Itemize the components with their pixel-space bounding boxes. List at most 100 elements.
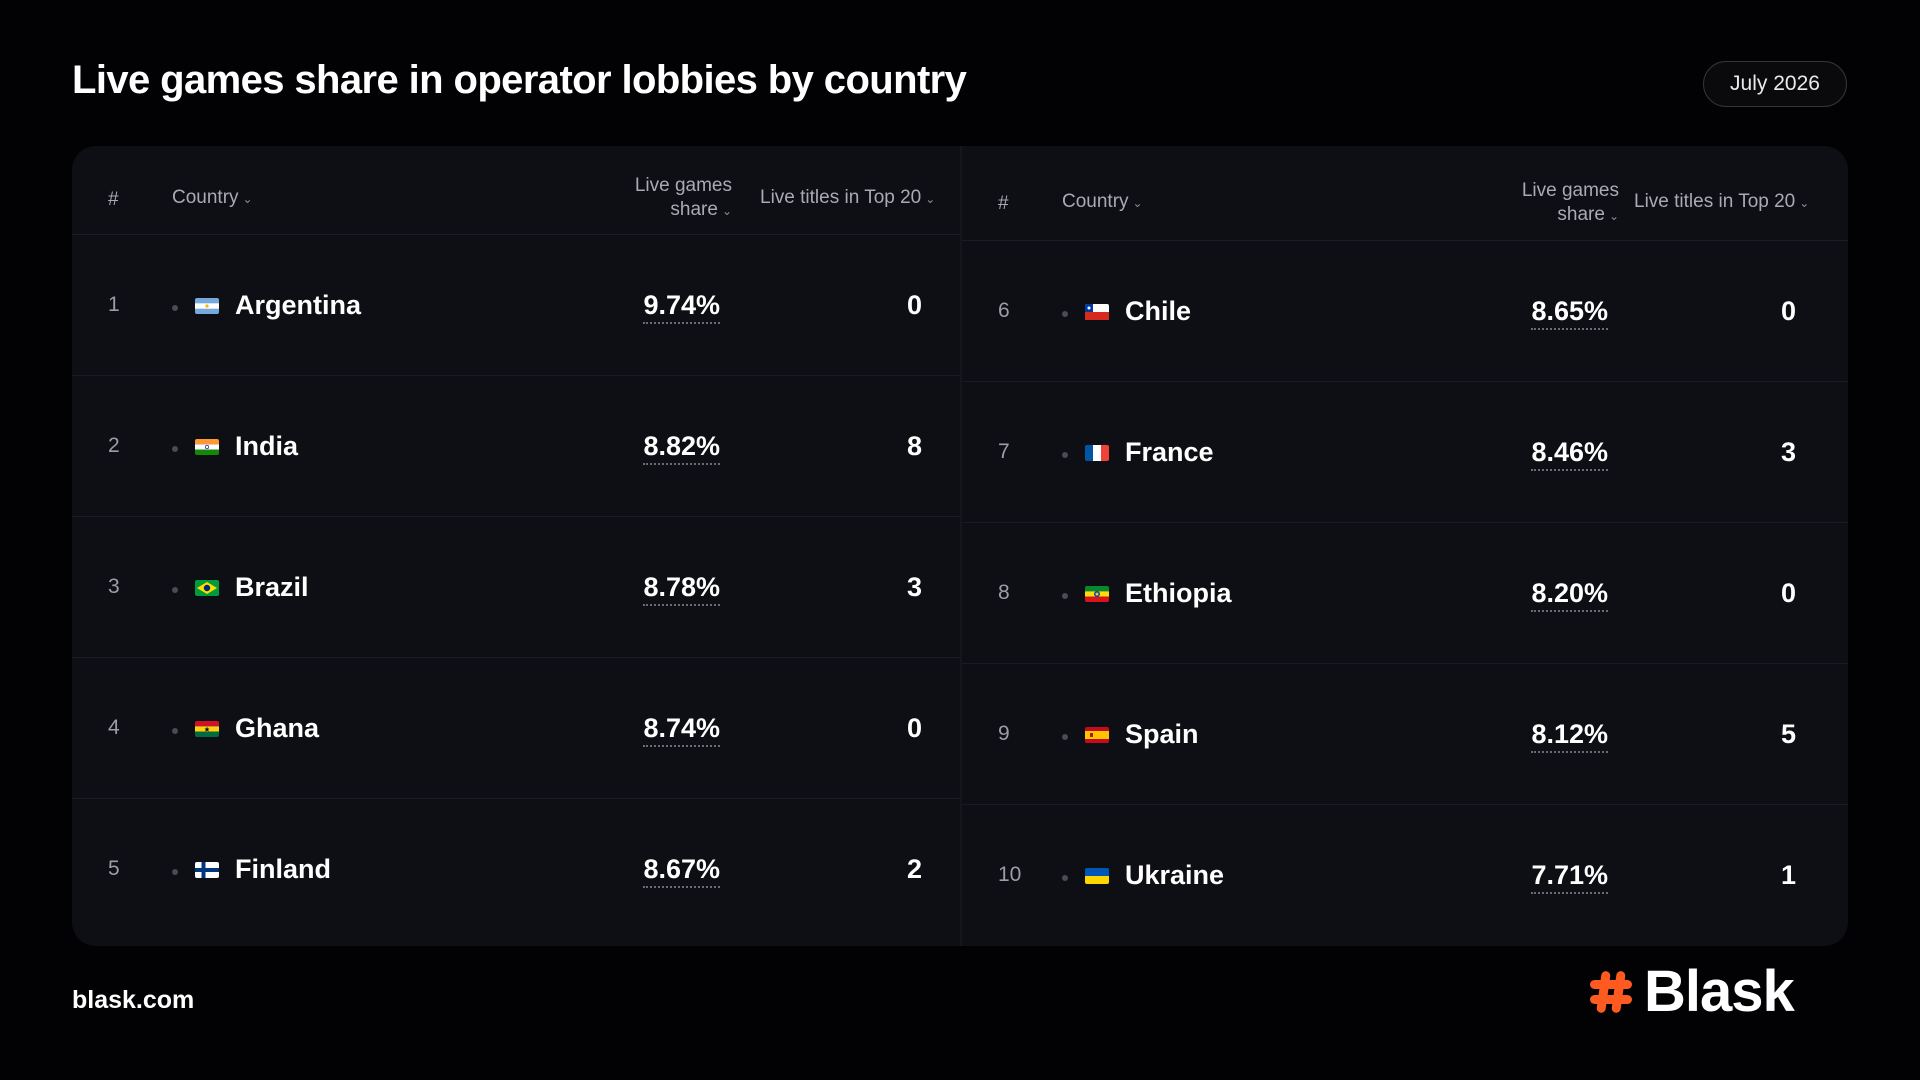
chevron-down-icon: ⌄	[242, 192, 253, 206]
bullet-icon	[172, 869, 178, 875]
country-column-header[interactable]: Country ⌄	[1062, 190, 1143, 215]
table-right-half: # Country ⌄ Live games share ⌄ Live titles …	[960, 146, 1848, 946]
chevron-down-icon: ⌄	[1799, 196, 1810, 210]
top20-column-header[interactable]: Live titles in Top 20 ⌄	[760, 186, 935, 211]
rank-cell: 5	[108, 857, 120, 880]
share-value-text: 8.67%	[643, 854, 720, 888]
country-name: Brazil	[235, 572, 309, 602]
ukraine-flag-icon	[1085, 868, 1109, 884]
share-value-text: 9.74%	[643, 290, 720, 324]
table-row[interactable]: 2 India 8.82% 8	[72, 376, 960, 517]
top20-value: 3	[906, 572, 922, 602]
country-name: Spain	[1125, 719, 1199, 749]
country-name: Ukraine	[1125, 860, 1225, 890]
share-value-text: 8.12%	[1531, 719, 1608, 753]
top20-header-label: Live titles in Top 20	[1634, 191, 1796, 212]
country-name: Ghana	[235, 713, 320, 743]
share-value: 8.74%	[592, 713, 720, 747]
country-header-label: Country	[1062, 191, 1129, 212]
top20-value: 1	[1780, 860, 1796, 890]
country-name: Chile	[1125, 296, 1192, 326]
chevron-down-icon: ⌄	[1132, 196, 1143, 210]
share-header-label-line1: Live games	[1521, 180, 1619, 201]
table-row[interactable]: 9 Spain 8.12% 5	[962, 664, 1848, 805]
country-header-label: Country	[172, 187, 239, 208]
country-name: India	[235, 431, 299, 461]
top20-header-label: Live titles in Top 20	[760, 187, 922, 208]
top20-value: 2	[906, 854, 922, 884]
share-column-header[interactable]: Live games share ⌄	[1439, 179, 1619, 228]
share-value: 8.82%	[592, 431, 720, 465]
page-title: Live games share in operator lobbies by …	[72, 58, 967, 102]
country-name: Ethiopia	[1125, 578, 1232, 608]
chevron-down-icon: ⌄	[1608, 209, 1619, 223]
table-row[interactable]: 6 Chile 8.65% 0	[962, 241, 1848, 382]
share-value-text: 8.65%	[1531, 296, 1608, 330]
share-value: 8.67%	[592, 854, 720, 888]
ethiopia-flag-icon	[1085, 586, 1109, 602]
top20-value: 8	[906, 431, 922, 461]
rank-cell: 4	[108, 716, 120, 739]
rank-cell: 1	[108, 293, 120, 316]
share-header-label-line2: share	[1557, 204, 1605, 225]
top20-value: 5	[1780, 719, 1796, 749]
rank-cell: 7	[998, 440, 1010, 463]
brand-name: Blask	[1644, 959, 1795, 1024]
share-value: 8.46%	[1480, 437, 1608, 471]
top20-column-header[interactable]: Live titles in Top 20 ⌄	[1634, 190, 1809, 215]
share-value: 7.71%	[1480, 860, 1608, 894]
table-header: # Country ⌄ Live games share ⌄ Live titles …	[72, 146, 960, 235]
share-value-text: 8.82%	[643, 431, 720, 465]
finland-flag-icon	[195, 862, 219, 878]
rank-cell: 9	[998, 722, 1010, 745]
brand-logo: Blask	[1588, 959, 1795, 1024]
bullet-icon	[1062, 452, 1068, 458]
table-row[interactable]: 1 Argentina 9.74% 0	[72, 235, 960, 376]
country-name: Argentina	[235, 290, 362, 320]
brazil-flag-icon	[195, 580, 219, 596]
share-value: 8.12%	[1480, 719, 1608, 753]
table-row[interactable]: 8 Ethiopia 8.20% 0	[962, 523, 1848, 664]
rank-cell: 8	[998, 581, 1010, 604]
country-name: France	[1125, 437, 1214, 467]
table-left-half: # Country ⌄ Live games share ⌄ Live titles …	[72, 146, 960, 946]
country-column-header[interactable]: Country ⌄	[172, 186, 253, 211]
ghana-flag-icon	[195, 721, 219, 737]
rank-cell: 3	[108, 575, 120, 598]
share-header-label-line1: Live games	[634, 175, 732, 196]
top20-value: 0	[1780, 578, 1796, 608]
hash-logo-icon	[1590, 971, 1632, 1013]
table-row[interactable]: 5 Finland 8.67% 2	[72, 799, 960, 939]
top20-value: 3	[1780, 437, 1796, 467]
table-row[interactable]: 3 Brazil 8.78% 3	[72, 517, 960, 658]
share-header-label-line2: share	[670, 199, 718, 220]
bullet-icon	[1062, 593, 1068, 599]
share-value: 8.20%	[1480, 578, 1608, 612]
table-row[interactable]: 7 France 8.46% 3	[962, 382, 1848, 523]
share-value-text: 8.20%	[1531, 578, 1608, 612]
share-value-text: 8.46%	[1531, 437, 1608, 471]
bullet-icon	[1062, 311, 1068, 317]
rank-column-header: #	[108, 189, 119, 210]
france-flag-icon	[1085, 445, 1109, 461]
date-filter-button[interactable]: July 2026	[1703, 61, 1847, 107]
top20-value: 0	[906, 713, 922, 743]
share-value-text: 7.71%	[1531, 860, 1608, 894]
chile-flag-icon	[1085, 304, 1109, 320]
table-row[interactable]: 4 Ghana 8.74% 0	[72, 658, 960, 799]
share-value: 8.78%	[592, 572, 720, 606]
rank-cell: 6	[998, 299, 1010, 322]
bullet-icon	[1062, 734, 1068, 740]
rank-cell: 2	[108, 434, 120, 457]
spain-flag-icon	[1085, 727, 1109, 743]
share-column-header[interactable]: Live games share ⌄	[552, 174, 732, 223]
rank-column-header: #	[998, 193, 1009, 214]
bullet-icon	[172, 446, 178, 452]
ranking-table: # Country ⌄ Live games share ⌄ Live titles …	[72, 146, 1848, 946]
india-flag-icon	[195, 439, 219, 455]
argentina-flag-icon	[195, 298, 219, 314]
top20-value: 0	[1780, 296, 1796, 326]
share-value: 8.65%	[1480, 296, 1608, 330]
footer-url-link[interactable]: blask.com	[72, 986, 195, 1014]
table-row[interactable]: 10 Ukraine 7.71% 1	[962, 805, 1848, 945]
